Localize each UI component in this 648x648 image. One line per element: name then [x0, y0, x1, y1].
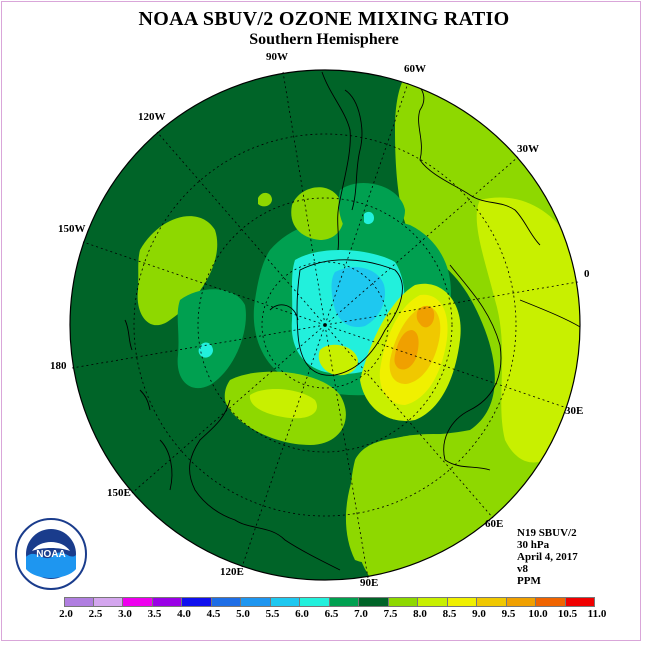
- colorbar-tick-label: 6.0: [295, 608, 309, 620]
- colorbar-tick-label: 8.0: [413, 608, 427, 620]
- ozone-region-7-5-southeast: [345, 434, 501, 564]
- colorbar-tick-label: 5.5: [265, 608, 280, 620]
- colorbar-swatch: [241, 597, 271, 607]
- ozone-region-6-0-west: [198, 342, 213, 358]
- noaa-logo: NOAA: [15, 518, 87, 590]
- lon-label-120w: 120W: [138, 111, 166, 123]
- colorbar-tick-label: 3.0: [118, 608, 132, 620]
- colorbar-swatch: [388, 597, 418, 607]
- ozone-region-8-0-east: [476, 197, 580, 463]
- lon-label-90w: 90W: [266, 51, 288, 63]
- colorbar-tick-label: 2.0: [59, 608, 73, 620]
- info-date: April 4, 2017: [517, 551, 578, 563]
- colorbar-swatch: [211, 597, 241, 607]
- ozone-region-9-5-plume: [394, 305, 435, 370]
- colorbar-swatch: [418, 597, 448, 607]
- logo-text: NOAA: [36, 549, 65, 560]
- map-boundary: [69, 69, 581, 581]
- colorbar-tick-label: 3.5: [147, 608, 162, 620]
- lon-label-180: 180: [50, 360, 67, 372]
- colorbar-swatch: [64, 597, 94, 607]
- colorbar-tick-label: 10.5: [557, 608, 578, 620]
- figure-frame: [1, 1, 641, 641]
- lon-label-150e: 150E: [107, 487, 131, 499]
- colorbar-tick-label: 10.0: [528, 608, 548, 620]
- colorbar-swatch: [447, 597, 477, 607]
- colorbar-swatch: [270, 597, 300, 607]
- lon-label-60e: 60E: [485, 518, 504, 530]
- colorbar-tick-label: 11.0: [587, 608, 607, 620]
- graticule: [71, 71, 579, 579]
- colorbar-tick-label: 2.5: [88, 608, 103, 620]
- lon-label-90e: 90E: [360, 577, 379, 589]
- colorbar-tick-label: 4.5: [206, 608, 221, 620]
- map-subtitle: Southern Hemisphere: [249, 31, 399, 48]
- colorbar-swatch: [123, 597, 153, 607]
- ozone-region-7-0-north: [338, 182, 405, 241]
- colorbar-swatch: [182, 597, 212, 607]
- map-title: NOAA SBUV/2 OZONE MIXING RATIO: [138, 8, 510, 30]
- colorbar-swatch: [565, 597, 595, 607]
- ozone-region-7-5-west: [137, 216, 218, 326]
- colorbar-swatch: [506, 597, 536, 607]
- colorbar-tick-label: 9.0: [472, 608, 486, 620]
- lon-label-150w: 150W: [58, 223, 86, 235]
- info-version: v8: [517, 563, 528, 575]
- colorbar-tick-label: 8.5: [442, 608, 457, 620]
- ozone-region-8-0-south-2: [318, 344, 358, 376]
- dataset-info: N19 SBUV/2 30 hPa April 4, 2017 v8 PPM: [517, 527, 578, 587]
- ozone-region-6-0-north: [364, 211, 374, 225]
- colorbar-swatch: [536, 597, 566, 607]
- colorbar-swatch: [359, 597, 389, 607]
- colorbar-tick-label: 7.5: [383, 608, 398, 620]
- colorbar-tick-label: 4.0: [177, 608, 191, 620]
- info-instrument: N19 SBUV/2: [517, 527, 577, 539]
- info-pressure-level: 30 hPa: [517, 539, 550, 551]
- colorbar: [64, 597, 595, 607]
- lon-label-60w: 60W: [404, 63, 426, 75]
- coastlines: [124, 70, 580, 571]
- colorbar-tick-label: 6.5: [324, 608, 339, 620]
- info-units: PPM: [517, 575, 541, 587]
- colorbar-swatch: [300, 597, 330, 607]
- colorbar-swatch: [477, 597, 507, 607]
- colorbar-tick-label: 7.0: [354, 608, 368, 620]
- ozone-region-7-0-west: [177, 289, 246, 389]
- lon-label-120e: 120E: [220, 566, 244, 578]
- colorbar-swatch: [152, 597, 182, 607]
- ozone-region-7-5-small: [258, 192, 272, 207]
- colorbar-tick-label: 9.5: [501, 608, 516, 620]
- lon-label-30e: 30E: [565, 405, 584, 417]
- colorbar-swatch: [329, 597, 359, 607]
- lon-label-0: 0: [584, 268, 590, 280]
- colorbar-swatch: [93, 597, 123, 607]
- colorbar-tick-label: 5.0: [236, 608, 250, 620]
- lon-label-30w: 30W: [517, 143, 539, 155]
- ozone-region-5-5-core: [331, 267, 386, 328]
